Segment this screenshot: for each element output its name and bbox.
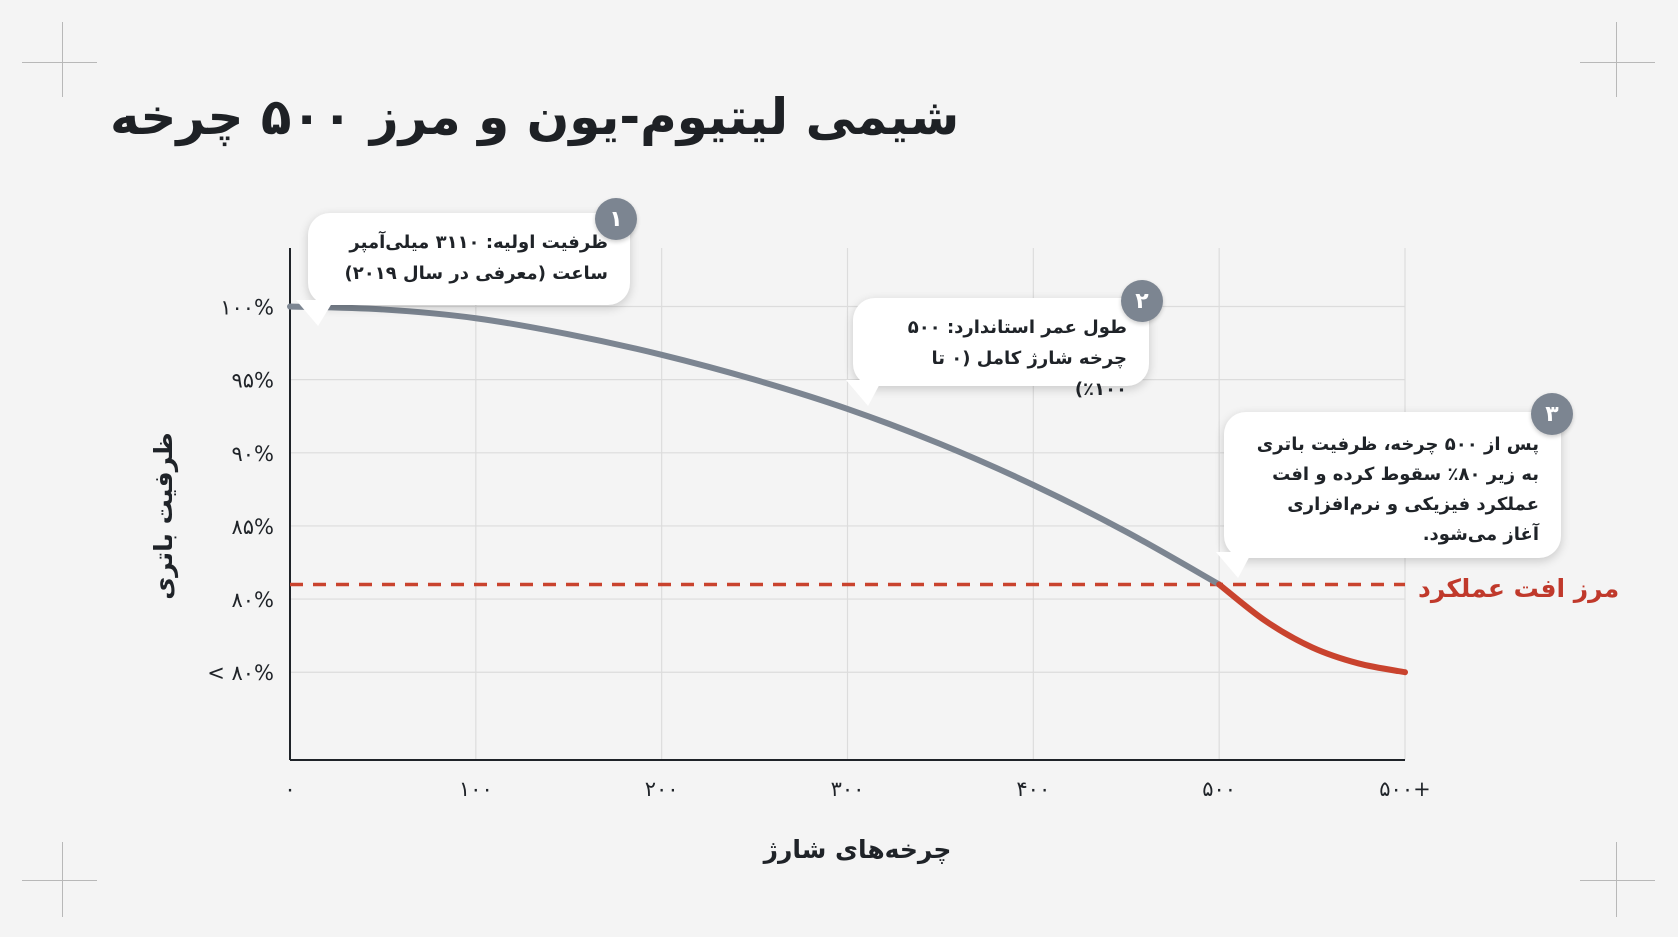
y-tick-labels: ۱۰۰% ۹۵% ۹۰% ۸۵% ۸۰% < ۸۰% bbox=[207, 296, 274, 686]
callout-1: ظرفیت اولیه: ۳۱۱۰ میلی‌آمپر ساعت (معرفی … bbox=[308, 213, 630, 305]
crop-mark bbox=[1616, 842, 1617, 917]
axes bbox=[289, 248, 1405, 761]
callout-2-text: طول عمر استاندارد: ۵۰۰ چرخه شارژ کامل (۰… bbox=[907, 317, 1127, 400]
x-tick-label: ۴۰۰ bbox=[1016, 777, 1050, 801]
x-tick-label: ۰ bbox=[284, 777, 295, 801]
page-title: شیمی لیتیوم-یون و مرز ۵۰۰ چرخه bbox=[110, 88, 960, 146]
x-tick-label: ۵۰۰+ bbox=[1379, 777, 1430, 801]
y-tick-label: ۸۰% bbox=[231, 588, 274, 612]
x-tick-label: ۳۰۰ bbox=[831, 777, 865, 801]
series-group bbox=[287, 303, 1408, 676]
x-tick-labels: ۰ ۱۰۰ ۲۰۰ ۳۰۰ ۴۰۰ ۵۰۰ ۵۰۰+ bbox=[284, 777, 1430, 801]
x-tick-label: ۱۰۰ bbox=[459, 777, 493, 801]
callout-3-text: پس از ۵۰۰ چرخه، ظرفیت باتری به زیر ۸۰٪ س… bbox=[1256, 434, 1539, 545]
crop-mark bbox=[62, 842, 63, 917]
callout-2-badge: ۲ bbox=[1121, 280, 1163, 322]
threshold-label: مرز افت عملکرد bbox=[1418, 574, 1620, 603]
series-line-normal bbox=[287, 303, 1223, 588]
y-tick-label: ۹۰% bbox=[231, 442, 274, 466]
y-axis-title: ظرفیت باتری bbox=[149, 432, 179, 599]
crop-mark bbox=[22, 62, 97, 63]
x-tick-label: ۲۰۰ bbox=[645, 777, 679, 801]
y-tick-label: < ۸۰% bbox=[207, 661, 274, 685]
crop-mark bbox=[62, 22, 63, 97]
crop-mark bbox=[1616, 22, 1617, 97]
crop-mark bbox=[1580, 880, 1655, 881]
callout-3-badge: ۳ bbox=[1531, 393, 1573, 435]
callout-1-text: ظرفیت اولیه: ۳۱۱۰ میلی‌آمپر ساعت (معرفی … bbox=[344, 232, 608, 284]
crop-mark bbox=[22, 880, 97, 881]
crop-mark bbox=[1580, 62, 1655, 63]
x-axis-title: چرخه‌های شارژ bbox=[762, 835, 952, 865]
callout-1-badge: ۱ bbox=[595, 198, 637, 240]
callout-3: پس از ۵۰۰ چرخه، ظرفیت باتری به زیر ۸۰٪ س… bbox=[1224, 412, 1561, 558]
y-tick-label: ۱۰۰% bbox=[220, 296, 274, 320]
y-tick-label: ۹۵% bbox=[231, 369, 274, 393]
callout-2: طول عمر استاندارد: ۵۰۰ چرخه شارژ کامل (۰… bbox=[853, 298, 1149, 400]
y-tick-label: ۸۵% bbox=[231, 515, 274, 539]
series-line-degraded bbox=[1216, 581, 1408, 676]
x-tick-label: ۵۰۰ bbox=[1202, 777, 1236, 801]
